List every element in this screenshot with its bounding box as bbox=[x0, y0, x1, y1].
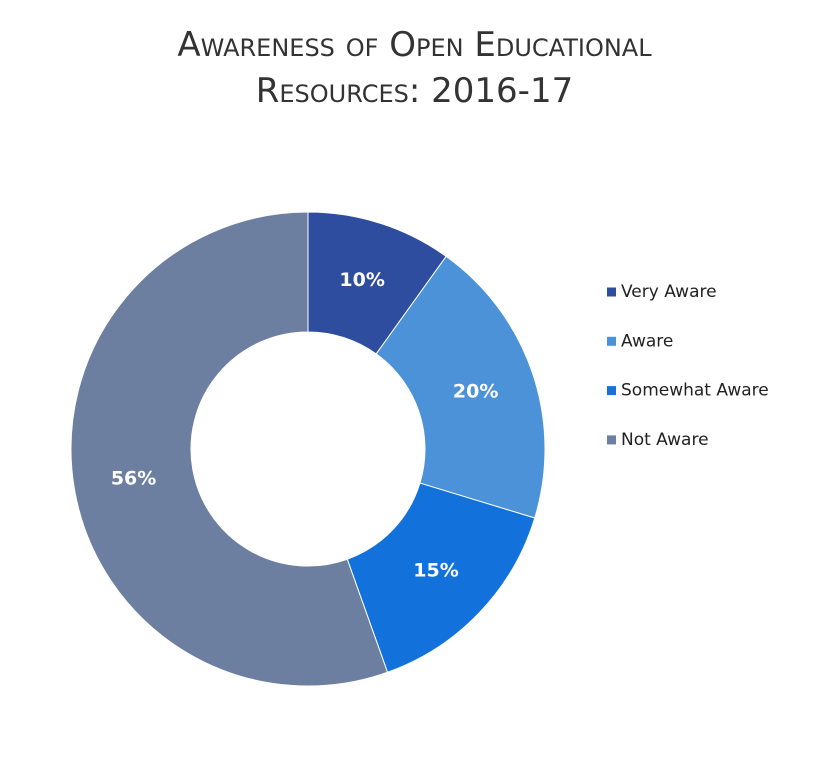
legend-label: Somewhat Aware bbox=[621, 381, 769, 401]
legend-swatch bbox=[607, 386, 616, 396]
legend-label: Aware bbox=[621, 331, 673, 351]
value-label: 56% bbox=[111, 468, 156, 490]
value-label: 15% bbox=[413, 560, 458, 582]
chart-title-box: Awareness of Open Educational Resources:… bbox=[0, 22, 829, 114]
value-label: 20% bbox=[453, 381, 498, 403]
donut-segment bbox=[70, 211, 389, 687]
legend-swatch bbox=[607, 336, 616, 346]
legend-swatch bbox=[607, 287, 616, 297]
legend-label: Very Aware bbox=[621, 282, 717, 302]
legend-label: Not Aware bbox=[621, 430, 709, 450]
chart-title: Awareness of Open Educational Resources:… bbox=[177, 25, 652, 111]
donut-segment bbox=[346, 482, 536, 673]
value-label: 10% bbox=[339, 269, 384, 291]
legend-swatch bbox=[607, 435, 616, 445]
donut-segment bbox=[375, 255, 546, 519]
